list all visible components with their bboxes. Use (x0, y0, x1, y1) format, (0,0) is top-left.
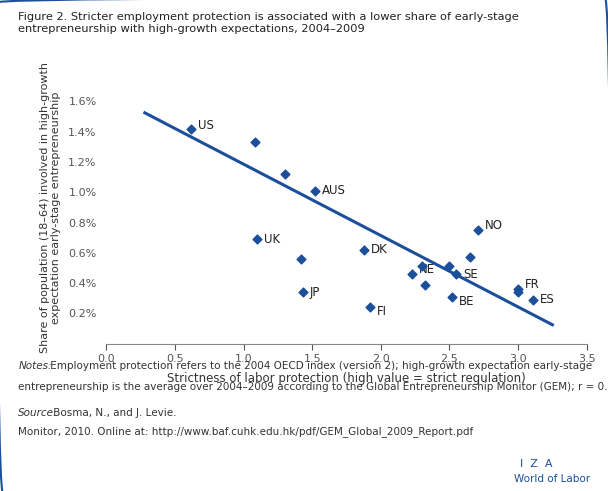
Text: Notes:: Notes: (18, 361, 52, 371)
Point (310, 187, 320, 195)
Point (250, 138, 260, 146)
Text: DK: DK (371, 244, 388, 256)
X-axis label: Strictness of labor protection (high value = strict regulation): Strictness of labor protection (high val… (167, 373, 526, 385)
Point (297, 255, 306, 263)
Point (513, 288, 523, 296)
Text: entrepreneurship is the average over 2004–2009 according to the Global Entrepren: entrepreneurship is the average over 200… (18, 382, 608, 391)
Point (465, 253, 475, 261)
Y-axis label: Share of population (18–64) involved in high-growth
expectation early-stage entr: Share of population (18–64) involved in … (40, 62, 61, 353)
Text: FR: FR (525, 278, 540, 291)
Text: BE: BE (459, 295, 475, 308)
Point (252, 235, 262, 243)
Point (359, 246, 369, 254)
Point (474, 226, 483, 234)
Point (407, 270, 417, 278)
Text: Source:: Source: (18, 408, 58, 417)
Text: US: US (198, 119, 214, 132)
Point (365, 303, 375, 311)
Text: AUS: AUS (322, 184, 346, 197)
Text: Monitor, 2010. Online at: http://www.baf.cuhk.edu.hk/pdf/GEM_Global_2009_Report.: Monitor, 2010. Online at: http://www.baf… (18, 426, 474, 437)
Point (420, 281, 430, 289)
Point (444, 263, 454, 271)
Text: ES: ES (540, 293, 555, 306)
Point (452, 270, 461, 278)
Point (280, 170, 289, 178)
Point (187, 125, 196, 133)
Text: Bosma, N., and J. Levie.: Bosma, N., and J. Levie. (50, 408, 180, 417)
Text: I  Z  A: I Z A (520, 459, 552, 469)
Point (417, 263, 427, 271)
Text: SE: SE (463, 268, 478, 280)
Text: UK: UK (264, 233, 280, 246)
Point (298, 288, 308, 296)
Text: Employment protection refers to the 2004 OECD index (version 2); high-growth exp: Employment protection refers to the 2004… (47, 361, 593, 371)
Point (447, 293, 457, 300)
Text: NE: NE (420, 263, 435, 276)
Text: FI: FI (377, 305, 387, 318)
Text: NO: NO (485, 219, 503, 232)
Text: Figure 2. Stricter employment protection is associated with a lower share of ear: Figure 2. Stricter employment protection… (18, 12, 519, 34)
Text: JP: JP (309, 286, 320, 299)
Point (513, 285, 523, 293)
Text: World of Labor: World of Labor (514, 474, 590, 484)
Point (528, 296, 538, 304)
